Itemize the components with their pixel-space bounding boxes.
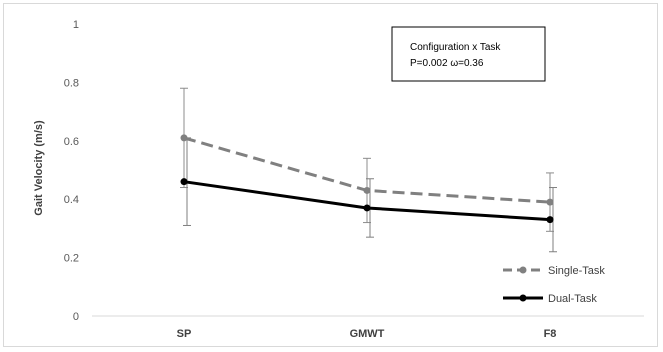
y-axis-title: Gait Velocity (m/s) <box>33 120 45 216</box>
legend-swatch-marker <box>519 294 527 302</box>
y-tick-label: 1 <box>73 19 79 31</box>
x-category-labels: SP GMWT F8 <box>177 328 557 340</box>
y-tick-labels: 0 0.2 0.4 0.6 0.8 1 <box>64 19 79 323</box>
data-point <box>363 204 371 212</box>
annotation-line-1: Configuration x Task <box>410 42 501 53</box>
legend-entry: Dual-Task <box>503 293 597 305</box>
y-tick-label: 0 <box>73 311 79 323</box>
annotation-line-2: P=0.002 ω=0.36 <box>410 58 484 69</box>
error-bars <box>180 87 557 253</box>
x-category-label: F8 <box>544 328 557 340</box>
series-lines <box>180 134 554 224</box>
data-point <box>546 198 554 206</box>
y-tick-label: 0.2 <box>64 253 79 265</box>
data-point <box>180 178 188 186</box>
y-tick-label: 0.8 <box>64 77 79 89</box>
legend-swatch-marker <box>519 266 527 274</box>
legend-entry: Single-Task <box>503 265 605 277</box>
legend-label: Dual-Task <box>548 293 597 305</box>
legend: Single-Task Dual-Task <box>503 265 605 305</box>
data-point <box>546 216 554 224</box>
legend-label: Single-Task <box>548 265 605 277</box>
y-tick-label: 0.6 <box>64 136 79 148</box>
data-point <box>180 134 188 142</box>
annotation-box: Configuration x Task P=0.002 ω=0.36 <box>391 26 546 82</box>
y-tick-label: 0.4 <box>64 194 79 206</box>
chart-frame <box>3 3 658 347</box>
x-category-label: GMWT <box>350 328 385 340</box>
x-category-label: SP <box>177 328 192 340</box>
data-point <box>363 186 371 194</box>
annotation-border <box>391 26 546 82</box>
